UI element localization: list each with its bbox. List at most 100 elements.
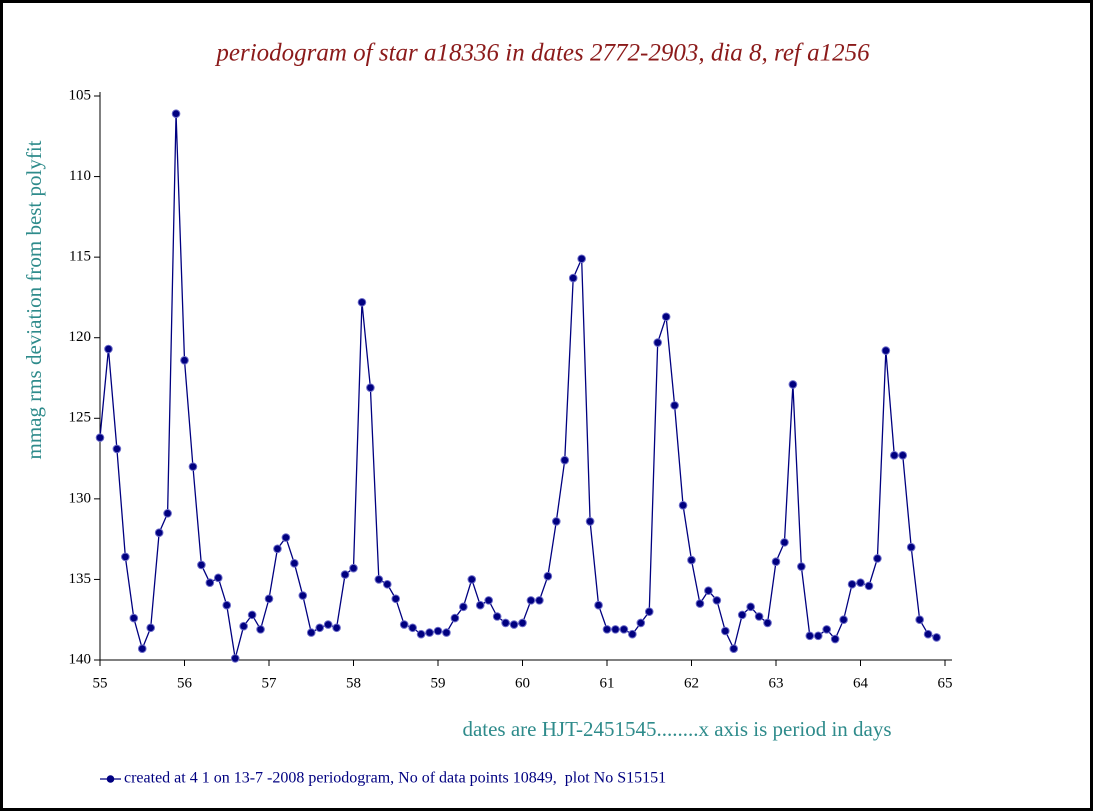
- point: [552, 517, 561, 526]
- series-line: [99, 113, 937, 659]
- y-tick-label: 135: [69, 571, 92, 587]
- point: [780, 538, 789, 547]
- point: [670, 401, 679, 410]
- point: [205, 578, 215, 587]
- x-tick-label: 56: [177, 675, 193, 691]
- legend-label: created at 4 1 on 13-7 -2008 periodogram…: [124, 770, 666, 787]
- point: [273, 544, 282, 554]
- point: [526, 596, 536, 605]
- point: [121, 552, 130, 562]
- point: [754, 612, 764, 621]
- point: [323, 620, 333, 629]
- point: [475, 600, 485, 610]
- y-tick-label: 120: [69, 329, 92, 345]
- y-tick-label: 140: [69, 651, 92, 667]
- y-tick-label: 130: [69, 490, 92, 506]
- x-tick-label: 64: [853, 675, 869, 691]
- point: [847, 579, 857, 589]
- point: [577, 254, 586, 264]
- point: [560, 455, 570, 465]
- x-tick-label: 59: [431, 675, 446, 691]
- point: [628, 629, 637, 639]
- point: [644, 607, 654, 616]
- point: [788, 380, 798, 389]
- x-tick-label: 60: [515, 675, 530, 691]
- point: [306, 628, 316, 637]
- point: [813, 631, 823, 641]
- legend-marker: [106, 775, 115, 783]
- point: [619, 625, 629, 634]
- point: [729, 644, 739, 654]
- point: [881, 346, 891, 355]
- y-tick-label: 125: [69, 410, 92, 426]
- point: [425, 628, 434, 637]
- point: [805, 631, 815, 641]
- point: [112, 444, 122, 454]
- point: [366, 383, 375, 392]
- point: [890, 451, 899, 460]
- point: [180, 355, 189, 365]
- point: [602, 625, 612, 634]
- point: [230, 654, 240, 663]
- point: [256, 625, 265, 634]
- point: [163, 509, 172, 518]
- point: [264, 594, 274, 604]
- point: [383, 579, 392, 589]
- point: [771, 557, 781, 567]
- point: [442, 628, 451, 637]
- point: [146, 623, 155, 633]
- point: [391, 594, 401, 604]
- point: [129, 613, 139, 623]
- point: [594, 600, 603, 610]
- point: [687, 555, 696, 565]
- point: [349, 563, 358, 573]
- point: [214, 573, 223, 583]
- point: [298, 591, 308, 600]
- point: [873, 554, 882, 563]
- point: [898, 451, 908, 460]
- point: [374, 575, 384, 584]
- point: [568, 273, 578, 283]
- point: [839, 615, 848, 625]
- point: [678, 501, 688, 510]
- point: [509, 620, 519, 629]
- point: [154, 528, 164, 537]
- point: [171, 109, 181, 119]
- point: [450, 613, 460, 623]
- point: [518, 618, 527, 628]
- point: [915, 615, 924, 625]
- point: [239, 621, 248, 631]
- x-tick-label: 55: [93, 675, 108, 691]
- point: [137, 644, 147, 654]
- point: [923, 629, 933, 639]
- point: [484, 596, 494, 605]
- point: [653, 338, 663, 347]
- point: [695, 599, 705, 608]
- point: [661, 312, 671, 322]
- point: [290, 559, 299, 568]
- x-tick-label: 63: [769, 675, 784, 691]
- point: [357, 297, 367, 307]
- y-tick-label: 110: [69, 168, 91, 184]
- point: [340, 570, 350, 579]
- point: [188, 462, 198, 471]
- point: [197, 560, 206, 570]
- point: [467, 575, 477, 584]
- point: [721, 626, 730, 636]
- point: [636, 618, 646, 628]
- point: [543, 571, 553, 581]
- point: [704, 586, 713, 596]
- y-tick-label: 115: [69, 249, 91, 265]
- point: [501, 618, 510, 628]
- point: [332, 623, 341, 633]
- x-tick-label: 61: [600, 675, 615, 691]
- point: [492, 612, 502, 621]
- point: [746, 602, 755, 612]
- point: [247, 610, 257, 620]
- point: [315, 623, 325, 633]
- point: [712, 596, 722, 605]
- point: [281, 533, 291, 542]
- x-tick-label: 58: [346, 675, 361, 691]
